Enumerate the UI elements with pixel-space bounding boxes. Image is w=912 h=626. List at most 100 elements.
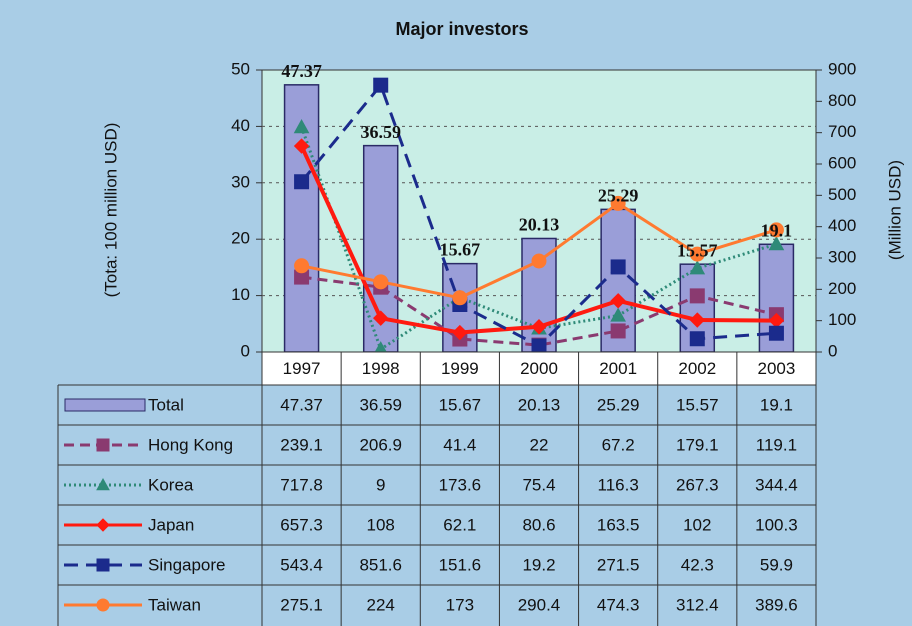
- y2-tick-label: 600: [828, 153, 856, 172]
- table-cell: 474.3: [597, 595, 640, 614]
- marker: [96, 558, 110, 572]
- table-cell: 19.2: [522, 555, 555, 574]
- y-tick-label: 0: [241, 341, 250, 360]
- x-tick-label: 2003: [758, 359, 796, 378]
- table-cell: 717.8: [280, 475, 323, 494]
- table-cell: 36.59: [359, 395, 402, 414]
- y-tick-label: 40: [231, 116, 250, 135]
- table-cell: 80.6: [522, 515, 555, 534]
- marker: [610, 259, 626, 275]
- data-label: 47.37: [281, 61, 322, 81]
- x-tick-label: 2000: [520, 359, 558, 378]
- y-tick-label: 50: [231, 59, 250, 78]
- y2-tick-label: 700: [828, 122, 856, 141]
- marker: [531, 338, 547, 354]
- y2-tick-label: 800: [828, 91, 856, 110]
- table-cell: 62.1: [443, 515, 476, 534]
- chart-title: Major investors: [395, 19, 528, 39]
- marker: [373, 274, 389, 290]
- table-cell: 344.4: [755, 475, 798, 494]
- data-label: 19.1: [761, 220, 793, 240]
- table-cell: 25.29: [597, 395, 640, 414]
- table-cell: 657.3: [280, 515, 323, 534]
- x-tick-label: 2001: [599, 359, 637, 378]
- table-cell: 851.6: [359, 555, 402, 574]
- x-tick-label: 1998: [362, 359, 400, 378]
- table-cell: 151.6: [439, 555, 482, 574]
- y2-tick-label: 200: [828, 279, 856, 298]
- table-cell: 9: [376, 475, 385, 494]
- data-label: 15.57: [677, 240, 718, 260]
- table-cell: 271.5: [597, 555, 640, 574]
- table-cell: 108: [367, 515, 395, 534]
- table-cell: 275.1: [280, 595, 323, 614]
- marker: [689, 260, 706, 275]
- table-cell: 41.4: [443, 435, 476, 454]
- table-cell: 173.6: [439, 475, 482, 494]
- marker: [768, 325, 784, 341]
- marker: [768, 222, 784, 238]
- legend-label: Hong Kong: [148, 435, 233, 454]
- table-cell: 389.6: [755, 595, 798, 614]
- table-cell: 75.4: [522, 475, 555, 494]
- x-tick-label: 1997: [283, 359, 321, 378]
- marker: [689, 331, 705, 347]
- y2-tick-label: 400: [828, 216, 856, 235]
- table-cell: 22: [530, 435, 549, 454]
- legend-label: Taiwan: [148, 595, 201, 614]
- marker: [610, 293, 626, 309]
- y-tick-label: 30: [231, 172, 250, 191]
- marker: [373, 77, 389, 93]
- marker: [531, 319, 547, 335]
- y2-tick-label: 0: [828, 341, 837, 360]
- marker: [373, 310, 389, 326]
- marker: [689, 312, 705, 328]
- marker: [452, 324, 468, 341]
- table-cell: 100.3: [755, 515, 798, 534]
- y2-axis-title: (Million USD): [885, 160, 904, 260]
- table-cell: 163.5: [597, 515, 640, 534]
- marker: [96, 518, 110, 532]
- y2-tick-label: 500: [828, 185, 856, 204]
- marker: [294, 258, 310, 274]
- table-cell: 290.4: [518, 595, 561, 614]
- legend-label: Total: [148, 395, 184, 414]
- y-tick-label: 10: [231, 285, 250, 304]
- legend-label: Korea: [148, 475, 194, 494]
- marker: [689, 246, 705, 262]
- table-cell: 312.4: [676, 595, 719, 614]
- table-cell: 102: [683, 515, 711, 534]
- marker: [96, 477, 110, 491]
- y2-tick-label: 300: [828, 247, 856, 266]
- table-cell: 47.37: [280, 395, 323, 414]
- y-axis-title: (Tota: 100 million USD): [101, 123, 120, 298]
- table-cell: 67.2: [602, 435, 635, 454]
- marker: [293, 119, 310, 134]
- table-cell: 15.57: [676, 395, 719, 414]
- data-label: 20.13: [519, 215, 560, 235]
- table-cell: 173: [446, 595, 474, 614]
- table-cell: 119.1: [756, 435, 797, 454]
- x-tick-label: 1999: [441, 359, 479, 378]
- table-cell: 19.1: [760, 395, 793, 414]
- table-cell: 543.4: [280, 555, 323, 574]
- legend-label: Singapore: [148, 555, 226, 574]
- legend-swatch: [64, 398, 146, 412]
- marker: [768, 236, 785, 251]
- marker: [452, 290, 468, 306]
- marker: [96, 598, 110, 612]
- y2-tick-label: 900: [828, 59, 856, 78]
- marker: [294, 174, 310, 190]
- marker: [293, 138, 310, 154]
- table-cell: 15.67: [439, 395, 482, 414]
- legend-label: Japan: [148, 515, 194, 534]
- x-tick-label: 2002: [678, 359, 716, 378]
- table-cell: 20.13: [518, 395, 561, 414]
- table-cell: 267.3: [676, 475, 719, 494]
- table-cell: 42.3: [681, 555, 714, 574]
- table-cell: 59.9: [760, 555, 793, 574]
- marker: [610, 323, 626, 339]
- table-cell: 224: [367, 595, 395, 614]
- marker: [531, 253, 547, 269]
